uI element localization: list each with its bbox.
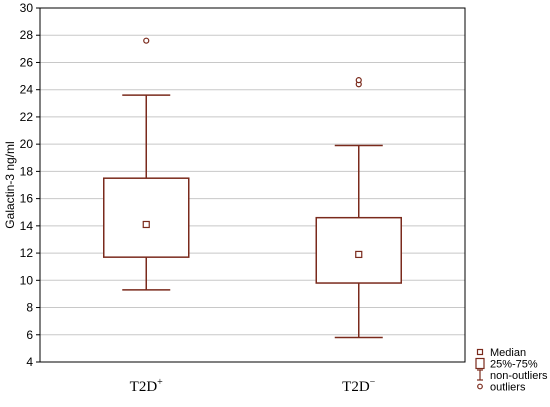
y-tick-label: 10 [20,273,34,287]
plot-area-frame [39,7,466,363]
legend-median-symbol [476,348,484,356]
outlier-point [355,77,362,84]
y-tick-label: 6 [26,328,33,342]
y-tick-label: 22 [20,110,34,124]
legend-box-symbol [475,357,485,370]
median-marker [142,220,150,229]
legend-item: 25%-75% [475,357,538,371]
y-tick-label: 4 [26,355,33,369]
legend-item: outliers [477,382,526,394]
y-tick-label: 30 [20,1,34,15]
legend-label: 25%-75% [490,359,538,371]
legend-outlier-symbol [477,383,483,390]
y-tick-label: 16 [20,192,34,206]
legend-item: Median [476,347,526,359]
box-series [103,37,402,339]
legend-label: outliers [490,382,526,394]
box-group [315,77,402,339]
x-category-label: T2D− [342,377,376,395]
iqr-box [315,216,402,284]
y-tick-label: 24 [20,83,34,97]
x-category-label: T2D+ [130,377,164,395]
y-tick-label: 28 [20,28,34,42]
y-axis-label: Galactin-3 ng/ml [3,141,17,228]
outlier-point [143,37,150,44]
legend-label: Median [490,347,526,359]
x-axis-labels: T2D+ T2D− [130,377,376,395]
legend-label: non-outliers [490,370,548,382]
y-tick-label: 8 [26,301,33,315]
box-group [103,37,190,291]
iqr-box [103,177,190,258]
median-marker [355,250,363,259]
y-tick-label: 20 [20,137,34,151]
legend-item: non-outliers [477,369,548,382]
y-axis-ticks: 4 6 8 10 12 14 16 18 20 22 24 26 28 30 [20,1,40,369]
y-tick-label: 14 [20,219,34,233]
y-tick-label: 26 [20,55,34,69]
y-tick-label: 12 [20,246,34,260]
y-tick-label: 18 [20,164,34,178]
